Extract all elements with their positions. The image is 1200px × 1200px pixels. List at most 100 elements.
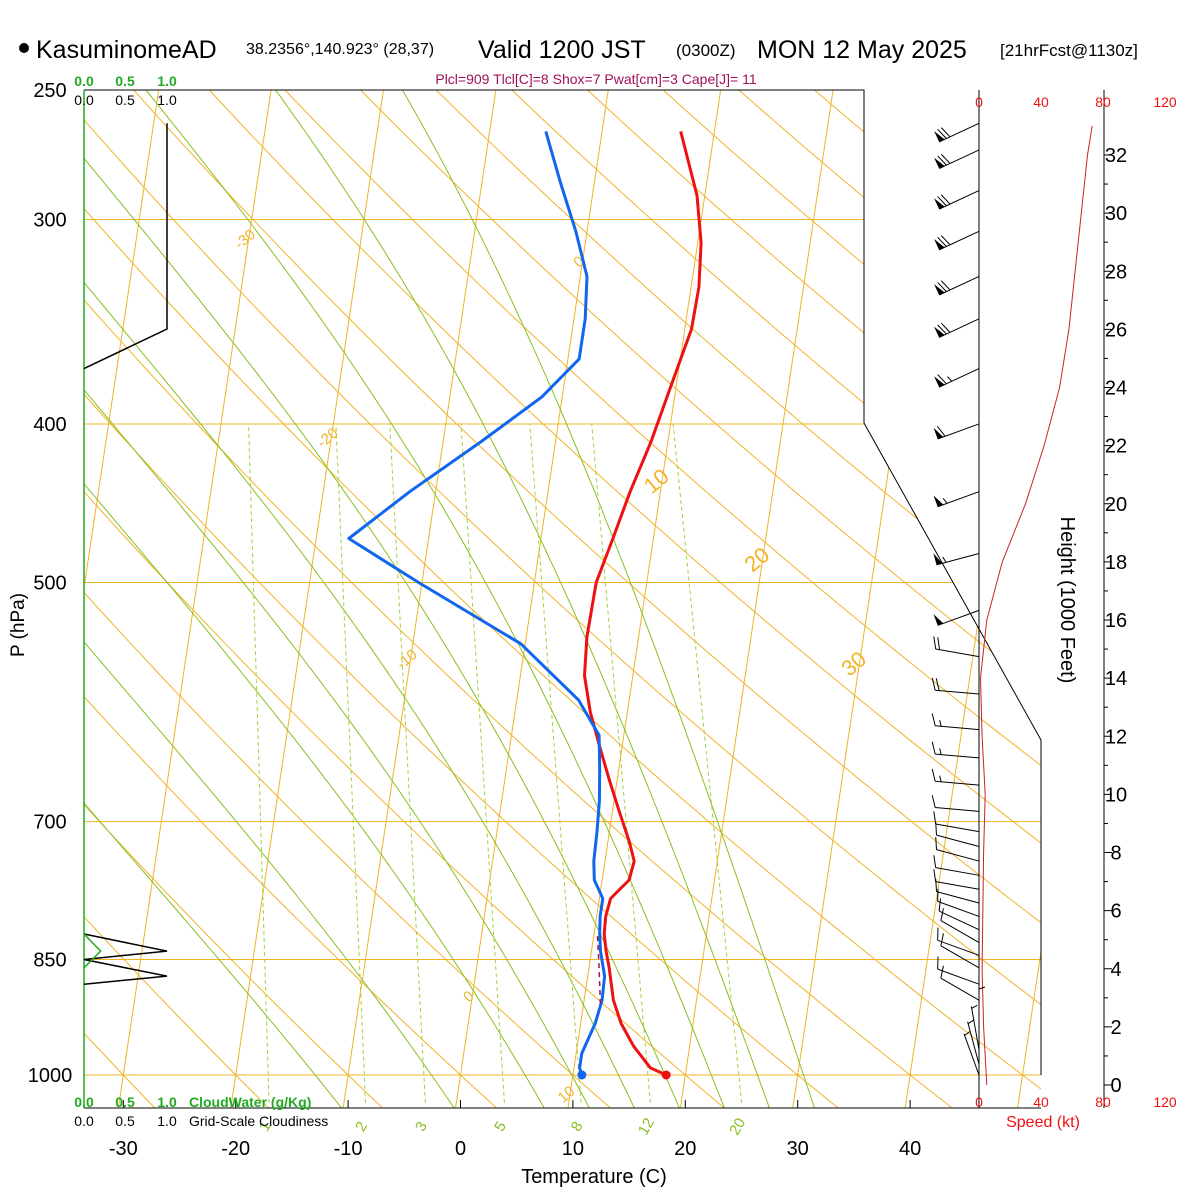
barb-staff <box>938 190 980 210</box>
mixing-ratio-line <box>672 423 743 1103</box>
mixing-ratio-line <box>248 423 270 1103</box>
plot-frame <box>84 89 1042 1075</box>
barb-flag <box>933 811 937 825</box>
wind-barb <box>934 318 980 338</box>
moist-adiabat-line <box>264 90 771 1108</box>
cloudiness-label: Grid-Scale Cloudiness <box>189 1113 328 1129</box>
speed-tick: 0 <box>975 1094 983 1110</box>
isotherm-label: 20 <box>740 542 775 577</box>
dry-adiabat-line <box>331 90 1041 1108</box>
barb-staff <box>936 891 980 904</box>
dry-adiabat-line <box>107 90 1041 1108</box>
dry-adiabat-line <box>84 90 767 1108</box>
dry-adiabat-line <box>84 90 189 1108</box>
x-tick-label: 40 <box>899 1138 921 1160</box>
barb-flag <box>937 637 941 650</box>
barb-flag <box>940 194 951 205</box>
valid-date: MON 12 May 2025 <box>757 36 967 64</box>
barb-half-flag <box>939 775 942 782</box>
barb-flag <box>937 374 947 385</box>
cloud-scale-top: 0.0 0.5 1.0 0.0 0.5 1.0 <box>74 73 177 108</box>
barb-pennant <box>933 495 944 507</box>
barb-pennant <box>934 157 945 169</box>
cloudiness-tick: 0.5 <box>115 92 135 108</box>
speed-tick: 80 <box>1095 1094 1111 1110</box>
barb-staff <box>938 368 980 388</box>
mixing-ratio-line <box>591 423 651 1103</box>
height-tick-label: 18 <box>1105 552 1127 574</box>
mixing-ratio-label: 8 <box>568 1119 587 1135</box>
barb-pennant <box>934 326 945 338</box>
dewpoint-profile <box>347 130 607 1076</box>
speed-tick: 40 <box>1033 94 1049 110</box>
pressure-tick-label: 700 <box>33 812 66 834</box>
isotherm-line <box>337 90 501 1108</box>
barb-pennant <box>933 614 944 626</box>
barb-half-flag <box>964 1031 970 1036</box>
barb-staff <box>935 881 980 890</box>
y-axis-label: P (hPa) <box>8 593 29 657</box>
barb-flag <box>937 155 947 166</box>
cloudiness-profile-upper <box>83 123 168 370</box>
pressure-tick-label: 250 <box>33 80 66 102</box>
dry-adiabat-line <box>84 90 1041 1108</box>
moist-adiabat-line <box>134 90 726 1108</box>
wind-barb <box>933 553 980 566</box>
barb-staff <box>970 1006 980 1050</box>
height-tick-label: 8 <box>1110 843 1121 865</box>
barb-flag <box>938 898 942 912</box>
speed-tick: 120 <box>1153 94 1177 110</box>
temperature-profile-surface-dot <box>661 1070 671 1080</box>
mixing-ratio-label: 12 <box>635 1115 658 1138</box>
mixing-ratio-label: 20 <box>726 1115 749 1138</box>
isotherm-label: -30 <box>231 226 259 253</box>
mixing-ratio-label: 2 <box>352 1119 371 1135</box>
wind-barb <box>940 933 980 969</box>
height-tick-label: 28 <box>1105 261 1127 283</box>
barb-staff <box>940 945 980 969</box>
barb-pennant <box>934 284 945 296</box>
wind-barb <box>937 888 980 917</box>
wind-barb <box>970 1004 980 1050</box>
isotherm-line <box>84 90 164 1108</box>
speed-tick: 40 <box>1033 1094 1049 1110</box>
dewpoint-profile-surface-dot <box>577 1070 587 1080</box>
barb-staff <box>940 977 980 1001</box>
wind-barb <box>935 837 980 862</box>
barb-staff <box>935 780 980 786</box>
mixing-ratio-label: 3 <box>412 1119 431 1135</box>
cloudiness-tick: 0.5 <box>115 1113 135 1129</box>
wind-barb <box>933 636 980 658</box>
speed-tick: 80 <box>1095 94 1111 110</box>
barb-flag <box>940 965 944 979</box>
wind-barb <box>934 275 980 296</box>
barb-staff <box>936 553 980 566</box>
dry-adiabat-line <box>406 90 1041 1108</box>
x-tick-label: 10 <box>562 1138 584 1160</box>
barb-flag <box>931 768 936 782</box>
wind-barb <box>933 869 980 890</box>
mixing-ratio-line <box>335 423 367 1103</box>
wind-barb <box>934 368 980 388</box>
wind-barb <box>931 713 980 731</box>
pressure-tick-label: 1000 <box>28 1065 73 1087</box>
barb-staff <box>937 939 980 956</box>
wind-speed-profile <box>979 125 1093 1086</box>
height-tick-label: 22 <box>1105 436 1127 458</box>
isotherm-line <box>112 90 276 1108</box>
wind-barb <box>931 741 980 759</box>
speed-tick: 0 <box>975 94 983 110</box>
cloudwater-tick: 0.5 <box>115 73 135 89</box>
height-tick-label: 16 <box>1105 610 1127 632</box>
speed-axis-top: 0 40 80 120 <box>975 94 1177 110</box>
moist-adiabat-line <box>84 90 636 1108</box>
mixing-ratio-label: 5 <box>491 1119 510 1135</box>
wind-barb <box>931 768 980 786</box>
barb-flag <box>937 282 947 292</box>
wind-barb <box>938 898 980 931</box>
height-tick-label: 14 <box>1105 668 1127 690</box>
barb-flag <box>931 741 936 755</box>
dry-adiabat-line <box>84 90 998 1108</box>
isotherm-line <box>562 90 726 1108</box>
